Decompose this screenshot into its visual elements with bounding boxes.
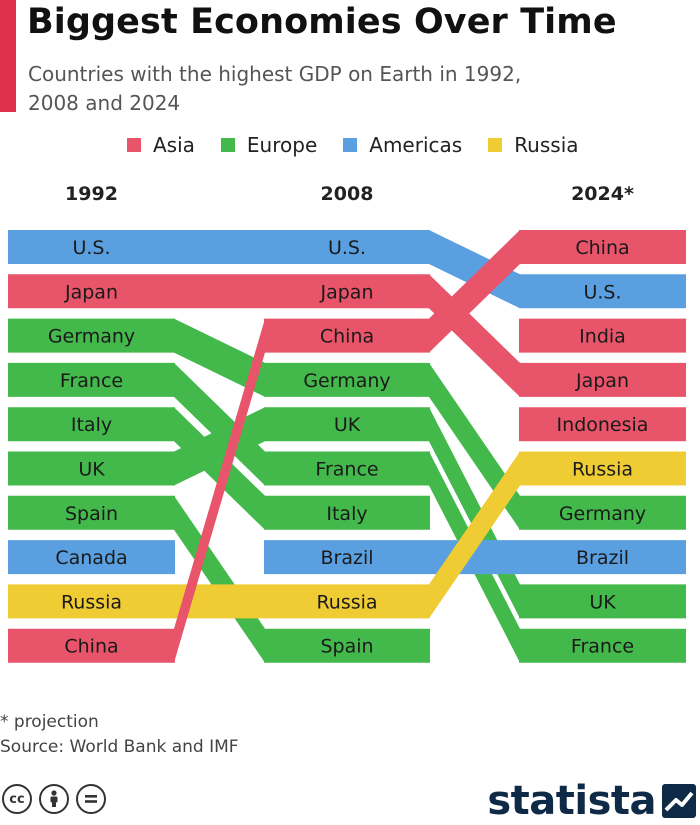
- chart-subtitle: Countries with the highest GDP on Earth …: [28, 62, 522, 115]
- country-label: Japan: [64, 281, 118, 303]
- ribbon-u-s: [8, 230, 686, 309]
- country-label: Russia: [316, 591, 377, 613]
- ribbon-japan: [8, 274, 686, 397]
- legend: Asia Europe Americas Russia: [127, 133, 605, 157]
- statista-logo-icon: [662, 784, 696, 818]
- ribbon-germany: [8, 318, 686, 530]
- legend-item-russia: Russia: [488, 133, 579, 157]
- country-label: UK: [589, 591, 616, 613]
- source-note: Source: World Bank and IMF: [0, 737, 239, 757]
- legend-label-europe: Europe: [246, 133, 318, 157]
- creative-commons-icon[interactable]: cc: [2, 784, 32, 814]
- legend-swatch-asia: [127, 138, 141, 152]
- ribbon-brazil: [264, 540, 686, 575]
- country-label: Germany: [559, 503, 646, 525]
- country-label: Germany: [48, 326, 135, 348]
- year-label: 1992: [65, 183, 118, 205]
- country-label: Spain: [320, 636, 373, 658]
- brand-name: statista: [487, 778, 656, 824]
- country-label: Brazil: [320, 547, 373, 569]
- country-label: India: [579, 326, 626, 348]
- license-icons: cc: [2, 784, 113, 814]
- country-label: France: [60, 370, 123, 392]
- country-label: Japan: [320, 281, 374, 303]
- country-label: Germany: [303, 370, 390, 392]
- brand-logo[interactable]: statista: [487, 778, 696, 824]
- year-label: 2008: [321, 183, 374, 205]
- year-label: 2024*: [571, 183, 634, 205]
- chart-title: Biggest Economies Over Time: [27, 2, 617, 42]
- country-label: U.S.: [72, 237, 110, 259]
- country-label: UK: [78, 459, 105, 481]
- ribbon-uk: [8, 407, 686, 619]
- legend-item-americas: Americas: [343, 133, 462, 157]
- country-label: U.S.: [328, 237, 366, 259]
- country-label: China: [575, 237, 629, 259]
- ribbon-france: [8, 362, 686, 663]
- legend-label-americas: Americas: [369, 133, 463, 157]
- country-label: China: [64, 636, 118, 658]
- country-label: Brazil: [576, 547, 629, 569]
- country-label: Italy: [71, 414, 112, 436]
- country-label: Japan: [575, 370, 629, 392]
- legend-swatch-americas: [343, 138, 358, 152]
- no-derivatives-icon[interactable]: [76, 784, 106, 814]
- attribution-icon[interactable]: [39, 784, 69, 814]
- country-label: Russia: [572, 459, 633, 481]
- rank-flow-chart: 1992 2008 2024* U.S. Japan Germany France Ital…: [8, 183, 686, 663]
- legend-swatch-europe: [220, 138, 235, 152]
- country-label: Italy: [326, 503, 367, 525]
- legend-swatch-russia: [488, 138, 503, 152]
- legend-label-asia: Asia: [153, 133, 195, 157]
- ribbon-indonesia: [519, 407, 686, 442]
- ribbon-india: [519, 318, 686, 353]
- ribbon-italy: [8, 407, 430, 530]
- country-label: Canada: [55, 547, 127, 569]
- country-label: U.S.: [583, 281, 621, 303]
- country-label: Russia: [61, 591, 122, 613]
- country-label: France: [315, 459, 378, 481]
- ribbon-spain: [8, 495, 430, 663]
- ribbon-russia: [8, 451, 686, 619]
- country-label: Indonesia: [557, 414, 649, 436]
- legend-item-asia: Asia: [127, 133, 195, 157]
- country-label: UK: [334, 414, 361, 436]
- accent-bar: [0, 0, 16, 112]
- country-label: China: [320, 326, 374, 348]
- ribbon-canada: [8, 540, 175, 575]
- legend-item-europe: Europe: [220, 133, 318, 157]
- footnote: * projection: [0, 712, 99, 732]
- legend-label-russia: Russia: [514, 133, 579, 157]
- country-label: France: [571, 636, 634, 658]
- country-label: Spain: [65, 503, 118, 525]
